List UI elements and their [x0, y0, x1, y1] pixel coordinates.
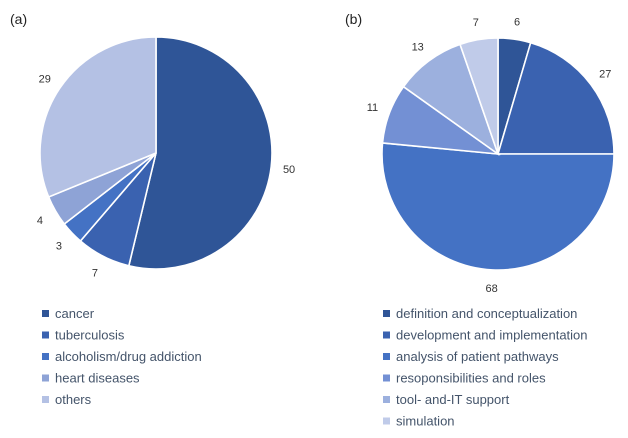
legend-label-heart-diseases: heart diseases: [55, 371, 140, 386]
legend-label-definition-and-conceptualization: definition and conceptualization: [396, 306, 577, 321]
data-label-development-and-implementation: 27: [599, 69, 611, 81]
panel-label-a: (a): [10, 11, 27, 27]
legend-swatch-analysis-of-patient-pathways: [383, 353, 390, 360]
data-label-resoponsibilities-and-roles: 11: [367, 102, 378, 114]
legend-label-tuberculosis: tuberculosis: [55, 328, 125, 343]
data-label-cancer: 50: [283, 164, 295, 176]
pie-slice-others: [39, 36, 157, 198]
legend-swatch-cancer: [42, 310, 49, 317]
pie-slice-analysis-of-patient-pathways: [381, 142, 615, 271]
legend-swatch-simulation: [383, 417, 390, 425]
legend-swatch-tuberculosis: [42, 331, 49, 339]
legend-label-cancer: cancer: [55, 306, 95, 321]
pie-b: 6 27 68 11 13 7: [367, 16, 615, 295]
data-label-others: 29: [39, 73, 51, 85]
legend-swatch-others: [42, 396, 49, 403]
legend-swatch-definition-and-conceptualization: [383, 310, 390, 317]
data-label-alcoholism-drug-addiction: 3: [56, 240, 62, 252]
pie-slice-simulation: [459, 37, 499, 155]
data-label-heart-diseases: 4: [37, 215, 43, 227]
chart-b: (b) 6 27 68 11 13 7 definition and conceptual…: [345, 11, 615, 429]
pie-a: 50 7 3 4 29: [37, 36, 295, 279]
legend-label-tool-and-it-support: tool- and-IT support: [396, 392, 510, 407]
legend-label-analysis-of-patient-pathways: analysis of patient pathways: [396, 349, 559, 364]
legend-swatch-alcoholism-drug-addiction: [42, 353, 49, 360]
data-label-tuberculosis: 7: [92, 267, 98, 279]
legend-label-simulation: simulation: [396, 414, 455, 429]
data-label-definition-and-conceptualization: 6: [514, 16, 520, 28]
legend-label-resoponsibilities-and-roles: resoponsibilities and roles: [396, 371, 546, 386]
legend-swatch-tool-and-it-support: [383, 396, 390, 403]
data-label-analysis-of-patient-pathways: 68: [485, 283, 497, 295]
pie-slice-development-and-implementation: [496, 41, 615, 155]
chart-a: (a) 50 7 3 4 29 cancer tuberculosis alcoholism…: [10, 11, 295, 407]
legend-swatch-development-and-implementation: [383, 331, 390, 339]
data-label-tool-and-it-support: 13: [412, 42, 424, 54]
panel-label-b: (b): [345, 11, 362, 27]
legend-label-others: others: [55, 392, 92, 407]
legend-swatch-resoponsibilities-and-roles: [383, 374, 390, 382]
legend-swatch-heart-diseases: [42, 374, 49, 382]
legend-label-alcoholism-drug-addiction: alcoholism/drug addiction: [55, 349, 202, 364]
legend-b: definition and conceptualization developm…: [383, 306, 588, 429]
legend-a: cancer tuberculosis alcoholism/drug addict…: [42, 306, 202, 407]
pie-slice-cancer: [127, 36, 273, 270]
legend-label-development-and-implementation: development and implementation: [396, 328, 588, 343]
data-label-simulation: 7: [473, 17, 479, 29]
